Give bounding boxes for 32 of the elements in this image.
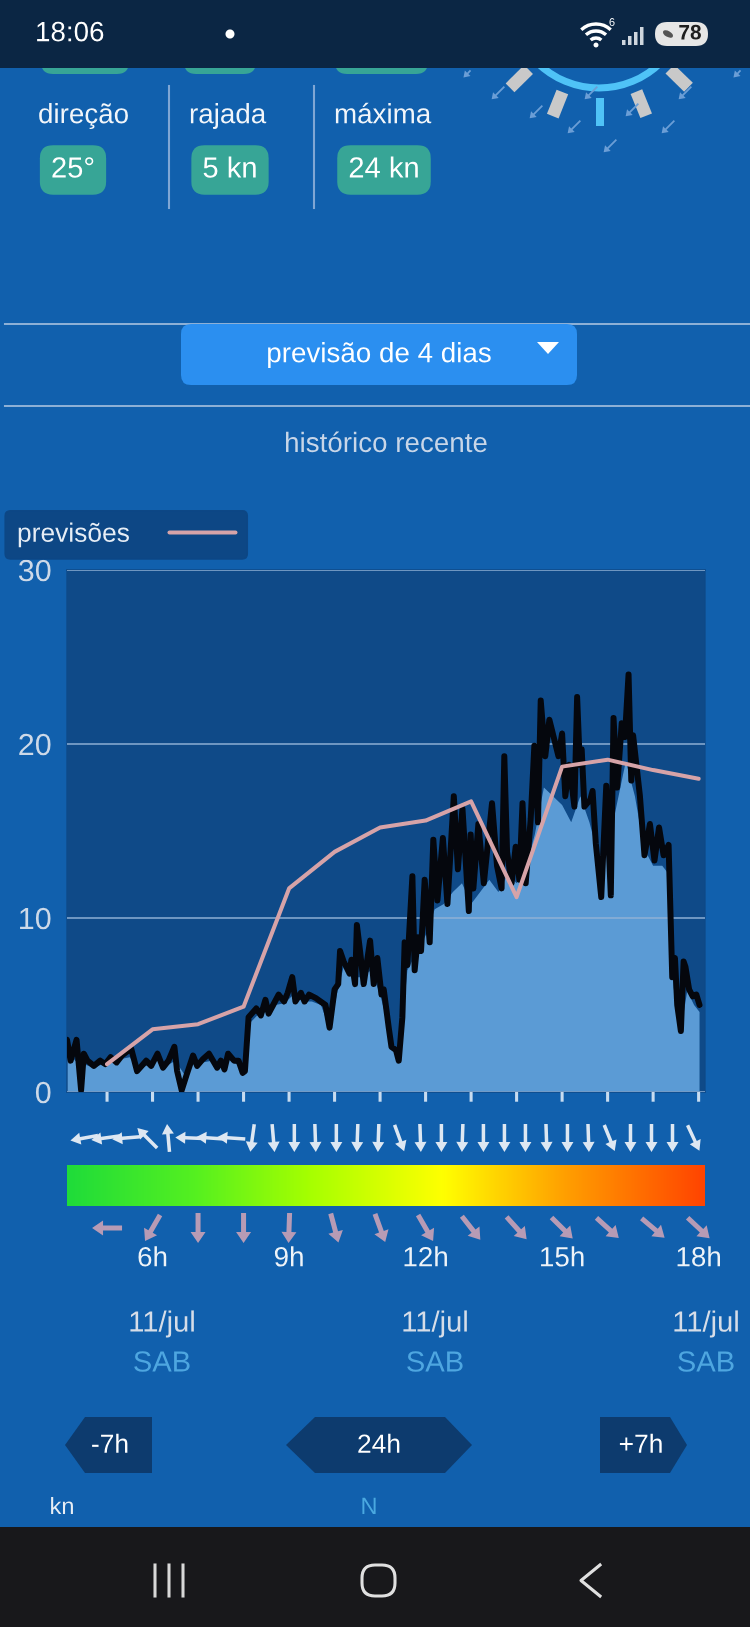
text: 18:06 [37,21,104,42]
text: kn [51,1497,73,1515]
y-tick-label: 0 [35,1081,51,1104]
text: 11/jul [130,1310,194,1338]
text: 11/jul [674,1310,738,1338]
text: +7h [619,1433,662,1453]
y-tick-label: 30 [18,559,51,582]
x-tick-label: 9h [274,1246,303,1267]
text: previsão de 4 dias [268,342,491,368]
x-tick-label: 15h [541,1246,584,1267]
text: SAB [678,1351,734,1372]
text: 78 [679,24,701,40]
y-tick-label: 10 [20,907,51,930]
text: N [362,1497,376,1515]
x-tick-label: 18h [677,1246,720,1267]
text: 25° [52,157,94,178]
x-tick-label: 6h [138,1246,167,1267]
text: 24 kn [349,156,418,178]
text: rajada [190,103,267,129]
legend-label: previsões [18,522,129,548]
text: SAB [407,1351,463,1372]
text: 24h [358,1433,400,1453]
text: 6 [609,18,615,26]
text: 11/jul [403,1310,467,1338]
text: SAB [134,1351,190,1372]
y-tick-label: 20 [19,733,51,756]
text: -7h [92,1433,128,1453]
text: 5 kn [203,156,256,178]
text: direção [39,102,128,130]
chart-title: histórico recente [286,431,487,453]
x-tick-label: 12h [404,1246,447,1267]
text: máxima [335,102,432,124]
